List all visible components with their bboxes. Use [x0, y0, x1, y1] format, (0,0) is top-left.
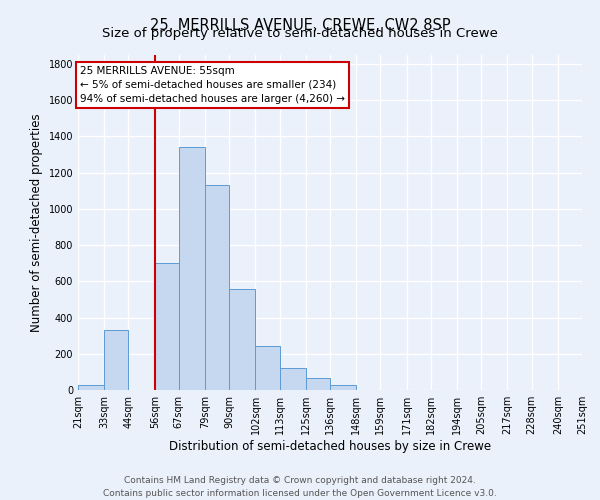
Bar — [229, 288, 256, 390]
Bar — [205, 186, 229, 390]
Bar — [256, 346, 280, 390]
Bar — [330, 386, 356, 390]
Bar — [179, 148, 205, 390]
Y-axis label: Number of semi-detached properties: Number of semi-detached properties — [30, 113, 43, 332]
X-axis label: Distribution of semi-detached houses by size in Crewe: Distribution of semi-detached houses by … — [169, 440, 491, 453]
Text: 25 MERRILLS AVENUE: 55sqm
← 5% of semi-detached houses are smaller (234)
94% of : 25 MERRILLS AVENUE: 55sqm ← 5% of semi-d… — [80, 66, 345, 104]
Bar — [155, 263, 179, 390]
Bar — [104, 330, 128, 390]
Text: Size of property relative to semi-detached houses in Crewe: Size of property relative to semi-detach… — [102, 28, 498, 40]
Text: Contains HM Land Registry data © Crown copyright and database right 2024.
Contai: Contains HM Land Registry data © Crown c… — [103, 476, 497, 498]
Bar — [306, 378, 330, 390]
Bar — [280, 368, 306, 390]
Bar — [78, 386, 104, 390]
Text: 25, MERRILLS AVENUE, CREWE, CW2 8SP: 25, MERRILLS AVENUE, CREWE, CW2 8SP — [149, 18, 451, 32]
